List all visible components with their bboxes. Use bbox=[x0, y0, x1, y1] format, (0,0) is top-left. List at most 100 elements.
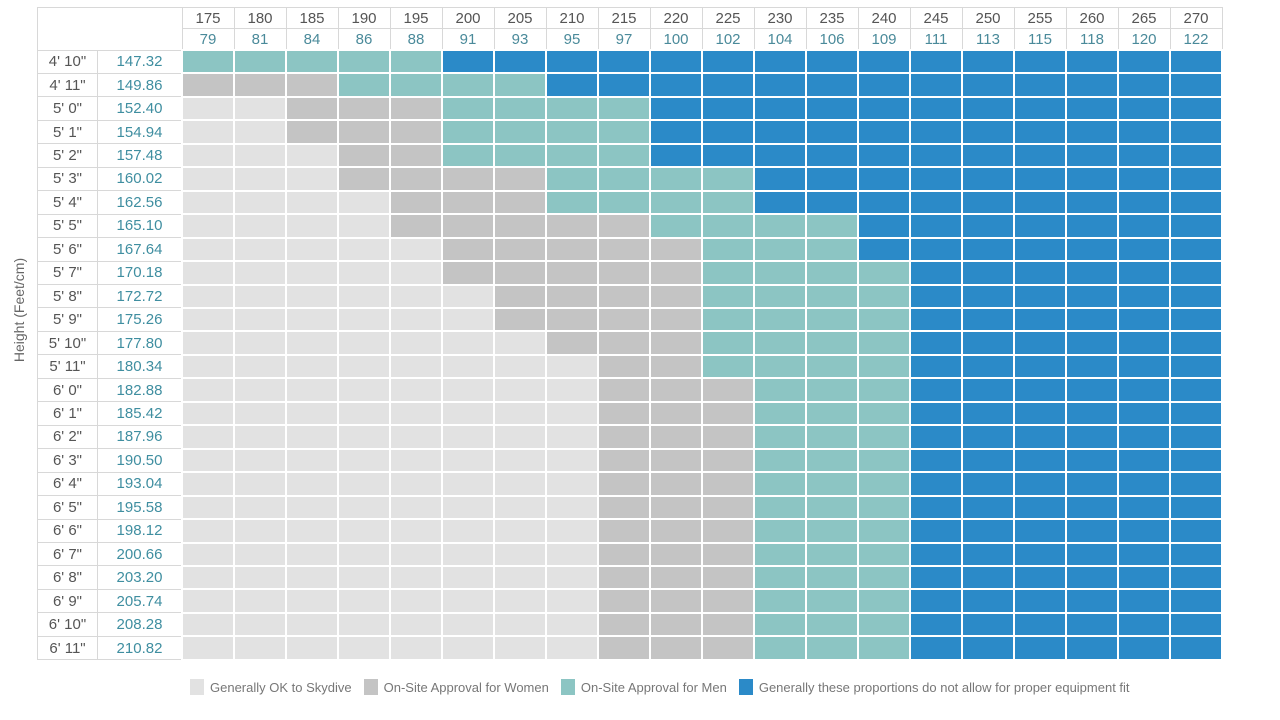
heatmap-cell bbox=[805, 236, 859, 263]
heatmap-cell bbox=[649, 330, 703, 356]
row-label-cm: 157.48 bbox=[97, 143, 183, 168]
table-row: 5' 10" 177.80 bbox=[37, 330, 1223, 356]
heatmap-cell bbox=[1117, 471, 1171, 497]
column-header-lbs: 205 bbox=[493, 7, 547, 29]
heatmap-cell bbox=[649, 119, 703, 145]
heatmap-cell bbox=[909, 189, 963, 216]
heatmap-cell bbox=[649, 213, 703, 239]
heatmap-cell bbox=[493, 189, 547, 216]
row-label-cm: 200.66 bbox=[97, 542, 183, 567]
heatmap-cell bbox=[701, 635, 755, 661]
heatmap-cell bbox=[805, 424, 859, 450]
header-row-lbs: 175 180 185 190 195 200 205 210 215 220 225 230 235 2… bbox=[37, 7, 1223, 51]
heatmap-cell bbox=[1117, 611, 1171, 638]
column-header-kg: 106 bbox=[805, 28, 859, 51]
heatmap-cell bbox=[909, 330, 963, 356]
row-label-cm: 152.40 bbox=[97, 96, 183, 121]
heatmap-cell bbox=[285, 260, 339, 286]
heatmap-cell bbox=[909, 306, 963, 333]
heatmap-cell bbox=[181, 72, 235, 98]
heatmap-cell bbox=[597, 283, 651, 310]
column-header-kg: 88 bbox=[389, 28, 443, 51]
column-header-kg: 84 bbox=[285, 28, 339, 51]
heatmap-cell bbox=[597, 72, 651, 98]
heatmap-cell bbox=[493, 471, 547, 497]
heatmap-cell bbox=[285, 377, 339, 403]
heatmap-cell bbox=[909, 518, 963, 544]
corner-cell bbox=[37, 7, 183, 51]
heatmap-cell bbox=[1117, 377, 1171, 403]
heatmap-cell bbox=[337, 95, 391, 122]
heatmap-cell bbox=[909, 471, 963, 497]
heatmap-cell bbox=[389, 189, 443, 216]
row-label-feet: 6' 7" bbox=[37, 542, 98, 567]
heatmap-cell bbox=[1013, 494, 1067, 521]
heatmap-cell bbox=[649, 400, 703, 427]
table-row: 6' 7" 200.66 bbox=[37, 541, 1223, 567]
heatmap-cell bbox=[1065, 635, 1119, 661]
row-label-cm: 205.74 bbox=[97, 588, 183, 614]
heatmap-cell bbox=[909, 72, 963, 98]
heatmap-cell bbox=[1065, 95, 1119, 122]
heatmap-cell bbox=[545, 260, 599, 286]
table-row: 6' 2" 187.96 bbox=[37, 424, 1223, 450]
heatmap-cell bbox=[1117, 119, 1171, 145]
table-row: 6' 11" 210.82 bbox=[37, 635, 1223, 661]
heatmap-cell bbox=[545, 377, 599, 403]
row-label-feet: 5' 11" bbox=[37, 354, 98, 379]
heatmap-cell bbox=[961, 95, 1015, 122]
heatmap-cell bbox=[285, 166, 339, 192]
heatmap-cell bbox=[805, 447, 859, 474]
row-label-cm: 187.96 bbox=[97, 424, 183, 450]
heatmap-cell bbox=[285, 564, 339, 591]
heatmap-cell bbox=[909, 494, 963, 521]
heatmap-cell bbox=[753, 119, 807, 145]
heatmap-cell bbox=[285, 447, 339, 474]
heatmap-cell bbox=[1065, 119, 1119, 145]
heatmap-cell bbox=[441, 166, 495, 192]
heatmap-cell bbox=[1169, 541, 1223, 567]
heatmap-cell bbox=[233, 541, 287, 567]
heatmap-cell bbox=[649, 588, 703, 614]
heatmap-cell bbox=[1065, 447, 1119, 474]
y-axis-label: Height (Feet/cm) bbox=[11, 257, 27, 363]
heatmap-cell bbox=[597, 48, 651, 75]
heatmap-cell bbox=[805, 119, 859, 145]
heatmap-cell bbox=[1013, 400, 1067, 427]
heatmap-cell bbox=[857, 283, 911, 310]
heatmap-cell bbox=[389, 564, 443, 591]
heatmap-cell bbox=[753, 635, 807, 661]
heatmap-cell bbox=[649, 541, 703, 567]
legend-item: Generally these proportions do not allow… bbox=[738, 679, 1130, 695]
heatmap-cell bbox=[857, 236, 911, 263]
heatmap-cell bbox=[337, 494, 391, 521]
heatmap-cell bbox=[233, 166, 287, 192]
table-row: 5' 2" 157.48 bbox=[37, 142, 1223, 169]
heatmap-cell bbox=[1117, 213, 1171, 239]
heatmap-cell bbox=[753, 471, 807, 497]
heatmap-cell bbox=[1117, 166, 1171, 192]
heatmap-cell bbox=[441, 588, 495, 614]
table-row: 4' 10" 147.32 bbox=[37, 48, 1223, 75]
heatmap-cell bbox=[545, 564, 599, 591]
heatmap-cell bbox=[857, 142, 911, 169]
column-header-lbs: 180 bbox=[233, 7, 287, 29]
heatmap-cell bbox=[857, 213, 911, 239]
heatmap-cell bbox=[701, 142, 755, 169]
table-row: 5' 7" 170.18 bbox=[37, 260, 1223, 286]
heatmap-cell bbox=[1117, 48, 1171, 75]
heatmap-cell bbox=[857, 306, 911, 333]
row-label-feet: 5' 10" bbox=[37, 330, 98, 356]
row-label-cm: 160.02 bbox=[97, 166, 183, 192]
heatmap-cell bbox=[493, 48, 547, 75]
heatmap-cell bbox=[597, 494, 651, 521]
column-header-lbs: 270 bbox=[1169, 7, 1223, 29]
row-label-cm: 149.86 bbox=[97, 72, 183, 98]
heatmap-cell bbox=[233, 283, 287, 310]
heatmap-cell bbox=[1013, 447, 1067, 474]
heatmap-cell bbox=[1013, 166, 1067, 192]
row-label-feet: 6' 9" bbox=[37, 588, 98, 614]
heatmap-cell bbox=[597, 635, 651, 661]
heatmap-cell bbox=[857, 447, 911, 474]
heatmap-cell bbox=[233, 447, 287, 474]
